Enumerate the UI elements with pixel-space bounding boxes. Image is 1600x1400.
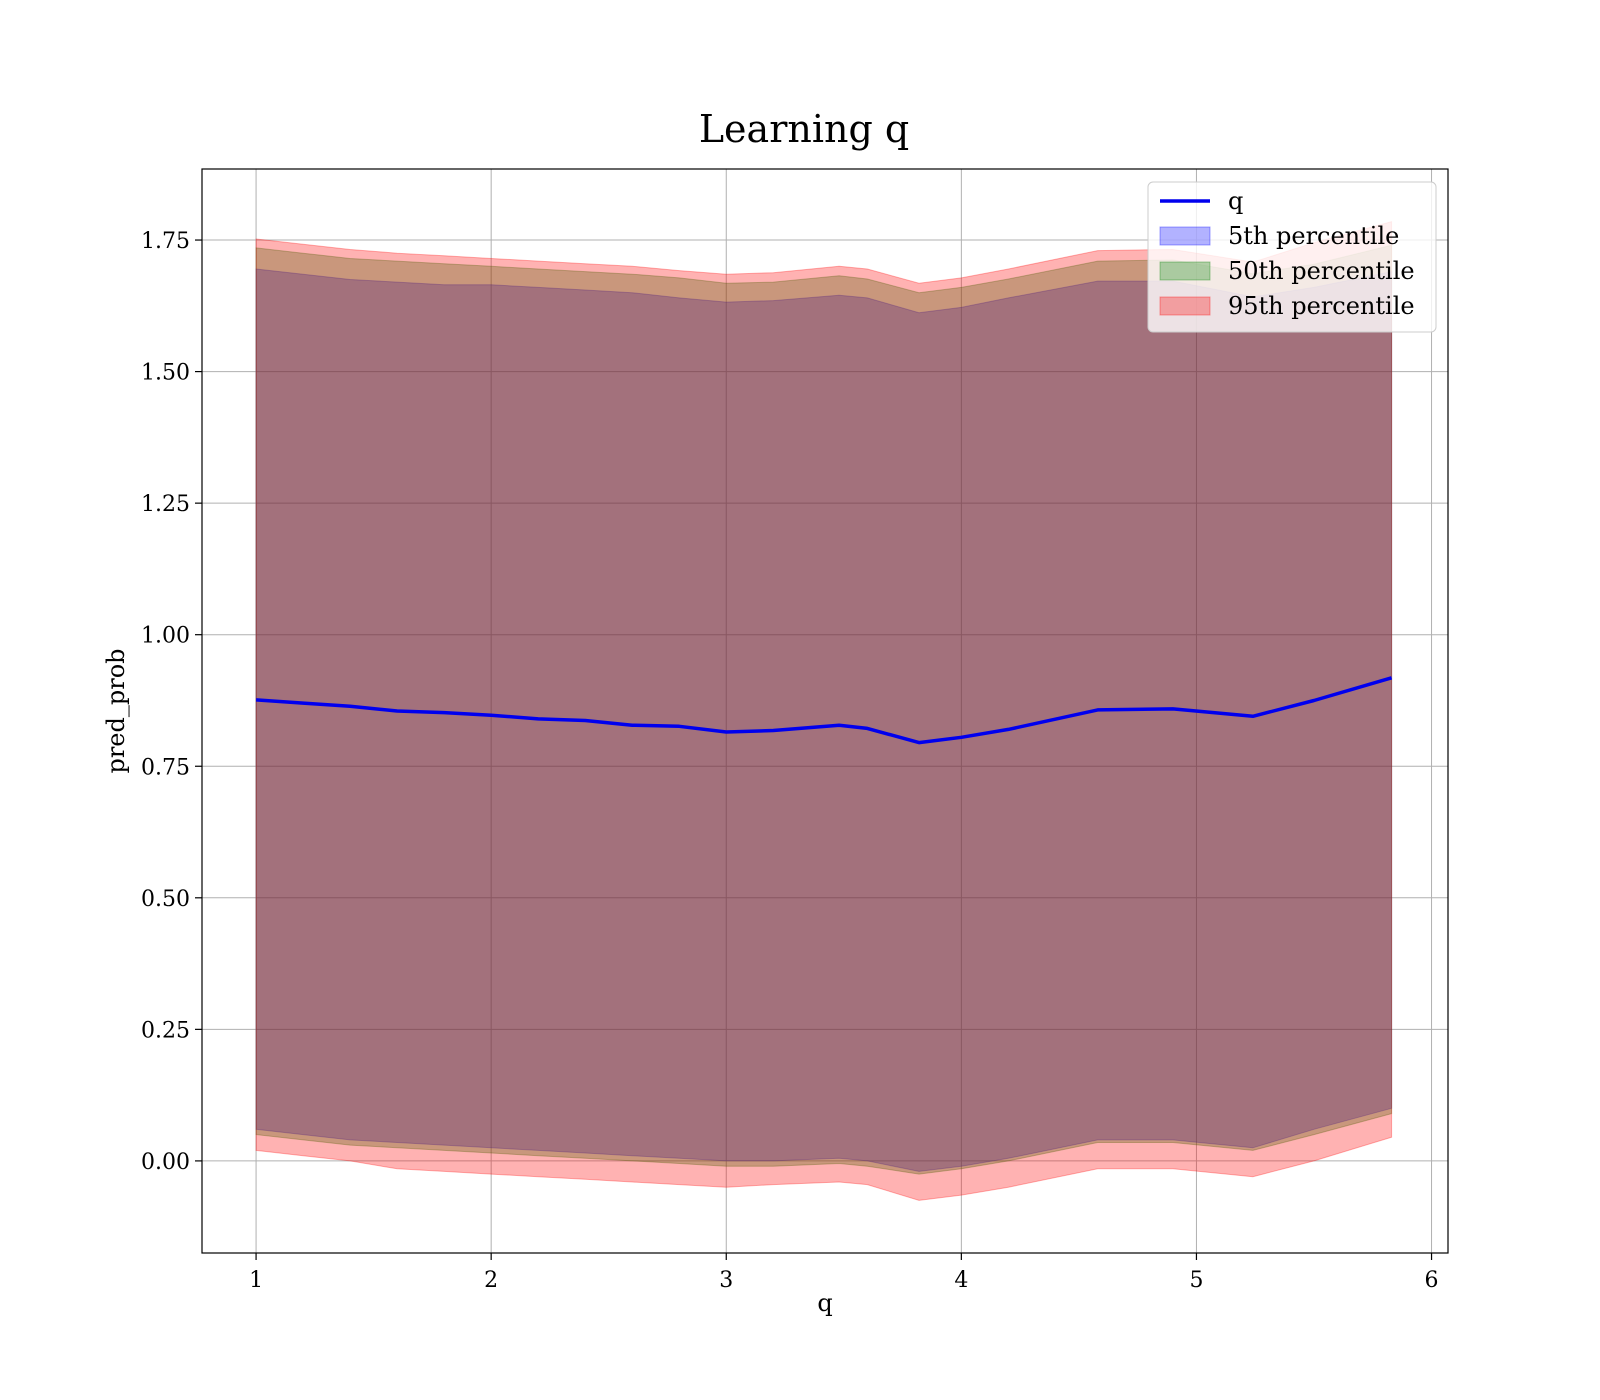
- tick-layer: 1 2 3 4 5 6 0.00 0.25 0.50 0.75 1.00 1.25 1.50 1.75: [141, 229, 1439, 1293]
- grid-layer: [202, 169, 1448, 1253]
- chart-title: Learning q: [699, 107, 909, 151]
- y-tick-label: 1.50: [141, 361, 190, 386]
- legend-swatch-3: [1159, 296, 1211, 316]
- x-tick-label: 3: [719, 1268, 733, 1293]
- legend-box: [1147, 181, 1437, 333]
- y-tick-label: 0.75: [141, 755, 190, 780]
- series-line-0: [255, 676, 1393, 745]
- x-tick-label: 4: [954, 1268, 968, 1293]
- x-tick-label: 2: [484, 1268, 498, 1293]
- x-tick-label: 5: [1189, 1268, 1203, 1293]
- y-tick-label: 1.00: [141, 624, 190, 649]
- plot-frame: [201, 168, 1449, 1254]
- legend: q 5th percentile 50th percentile 95th perce…: [1147, 181, 1437, 333]
- band-3: [255, 220, 1393, 1201]
- y-tick-label: 1.75: [141, 229, 190, 254]
- y-tick-label: 0.50: [141, 887, 190, 912]
- legend-label-0: q: [1228, 187, 1243, 215]
- y-tick-label: 0.00: [141, 1150, 190, 1175]
- x-tick-label: 1: [249, 1268, 263, 1293]
- line-layer: [255, 676, 1393, 745]
- legend-swatch-2: [1159, 261, 1211, 281]
- band-2: [255, 244, 1393, 1175]
- legend-label-2: 50th percentile: [1228, 257, 1415, 285]
- y-tick-label: 0.25: [141, 1018, 190, 1043]
- band-layer: [255, 220, 1393, 1201]
- band-1: [255, 268, 1393, 1172]
- legend-label-1: 5th percentile: [1228, 222, 1399, 250]
- x-axis-label: q: [817, 1289, 832, 1317]
- y-tick-label: 1.25: [141, 492, 190, 517]
- y-axis-label: pred_prob: [102, 648, 130, 773]
- x-tick-label: 6: [1425, 1268, 1439, 1293]
- legend-label-3: 95th percentile: [1228, 292, 1415, 320]
- legend-swatch-1: [1159, 226, 1211, 246]
